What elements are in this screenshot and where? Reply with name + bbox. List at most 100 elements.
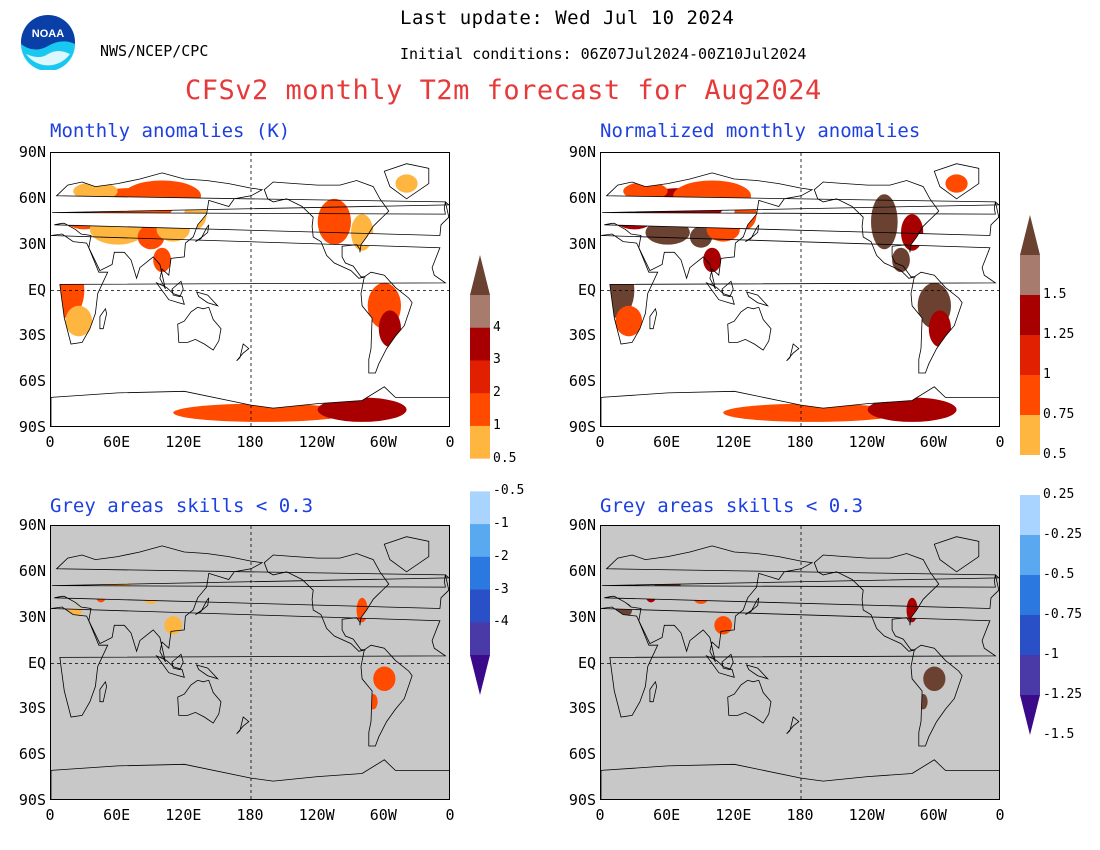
coastline — [236, 716, 250, 735]
lat-tick-label: 60S — [18, 372, 46, 391]
lon-tick-label: 0 — [45, 806, 55, 824]
colorbar-bin — [1020, 575, 1040, 616]
lat-tick-label: 60N — [18, 561, 46, 580]
anomaly-patch — [689, 226, 713, 248]
colorbar-label: 1.25 — [1043, 327, 1075, 342]
lat-tick-label: 90S — [18, 418, 46, 436]
anomaly-patch — [317, 397, 407, 422]
lon-tick-label: 120W — [298, 806, 335, 824]
colorbar-anomaly — [470, 255, 490, 695]
anomaly-patch — [317, 198, 352, 245]
coastline — [51, 759, 449, 799]
lat-tick-label: EQ — [27, 653, 46, 672]
coastline — [933, 163, 980, 200]
coastline — [727, 679, 772, 724]
coastline — [383, 536, 430, 573]
anomaly-patch — [714, 616, 733, 635]
coastline — [745, 224, 760, 242]
colorbar-bin — [470, 524, 490, 558]
map-masked-normalized-anomalies — [600, 525, 1000, 800]
panel-title-skill-mask-left: Grey areas skills < 0.3 — [50, 495, 314, 517]
anomaly-patch — [373, 666, 396, 691]
coastline — [171, 653, 184, 671]
lon-tick-label: 60E — [103, 806, 131, 824]
coastline — [813, 180, 940, 279]
lon-tick-label: 60E — [103, 433, 131, 451]
colorbar-bin — [1020, 295, 1040, 336]
colorbar-bottom-arrow — [470, 655, 490, 695]
colorbar-bin — [470, 393, 490, 427]
lon-tick-label: 120E — [165, 433, 202, 451]
logo-text: NOAA — [32, 28, 64, 40]
lat-tick-label: 30N — [18, 607, 46, 626]
lat-tick-label: EQ — [577, 653, 596, 672]
coastline — [649, 307, 658, 330]
lon-tick-label: 120E — [715, 433, 752, 451]
coastline — [910, 271, 963, 374]
map-monthly-anomalies — [50, 152, 450, 427]
map-masked-anomalies — [50, 525, 450, 800]
coastline — [52, 201, 449, 215]
map-svg — [601, 526, 999, 799]
coastline — [99, 680, 108, 703]
anomaly-patch — [153, 247, 171, 273]
colorbar-bin — [1020, 495, 1040, 536]
lon-tick-label: 120W — [848, 806, 885, 824]
anomaly-patch — [173, 403, 351, 422]
anomaly-patch — [945, 174, 968, 193]
lon-tick-label: 60W — [919, 433, 947, 451]
anomaly-patch — [65, 305, 93, 337]
lon-tick-label: 0 — [595, 433, 605, 451]
lat-tick-label: 60N — [568, 188, 596, 207]
anomaly-patch — [73, 182, 118, 201]
coastline — [602, 574, 999, 588]
coastline — [910, 644, 963, 747]
coastline — [745, 664, 770, 680]
map-svg — [51, 153, 449, 426]
anomaly-patch — [164, 616, 183, 635]
coastline — [601, 759, 999, 799]
lat-tick-label: 90S — [568, 791, 596, 809]
page-title: CFSv2 monthly T2m forecast for Aug2024 — [185, 75, 822, 106]
lon-tick-label: 120W — [848, 433, 885, 451]
lat-tick-label: 30S — [568, 699, 596, 718]
colorbar-label: 1 — [493, 417, 501, 433]
lat-tick-label: 60S — [568, 372, 596, 391]
lon-tick-label: 60W — [919, 806, 947, 824]
lat-tick-label: 90N — [18, 143, 46, 161]
coastline — [602, 201, 999, 215]
colorbar-normalized — [1020, 215, 1040, 735]
anomaly-patch — [867, 397, 957, 422]
coastline — [813, 553, 940, 652]
map-normalized-anomalies — [600, 152, 1000, 427]
organization-label: NWS/NCEP/CPC — [100, 42, 209, 60]
lat-tick-label: EQ — [577, 280, 596, 299]
colorbar-bin — [470, 458, 490, 492]
anomaly-patch — [871, 194, 898, 250]
colorbar-label: 1 — [1043, 367, 1051, 382]
lon-tick-label: 60E — [653, 806, 681, 824]
coastline — [360, 271, 413, 374]
lat-tick-label: 60N — [18, 188, 46, 207]
colorbar-label: 0.75 — [1043, 407, 1075, 422]
coastline — [99, 307, 108, 330]
lat-tick-label: 90N — [568, 516, 596, 534]
coastline — [721, 280, 734, 298]
colorbar-label: -0.5 — [1043, 567, 1075, 582]
colorbar-label: -3 — [493, 581, 509, 597]
lon-tick-label: 60W — [369, 433, 397, 451]
colorbar-bin — [1020, 615, 1040, 656]
lat-tick-label: EQ — [27, 280, 46, 299]
coastline — [195, 291, 220, 307]
colorbar-bin — [1020, 535, 1040, 576]
lon-tick-label: 180 — [786, 433, 814, 451]
lat-tick-label: 90N — [18, 516, 46, 534]
lat-tick-label: 90S — [568, 418, 596, 436]
anomaly-patch — [615, 305, 643, 337]
coastline — [236, 343, 250, 362]
coastline — [786, 343, 800, 362]
coastline — [195, 224, 210, 242]
lon-tick-label: 0 — [445, 806, 455, 824]
colorbar-label: 1.5 — [1043, 287, 1067, 302]
colorbar-bin — [1020, 655, 1040, 696]
